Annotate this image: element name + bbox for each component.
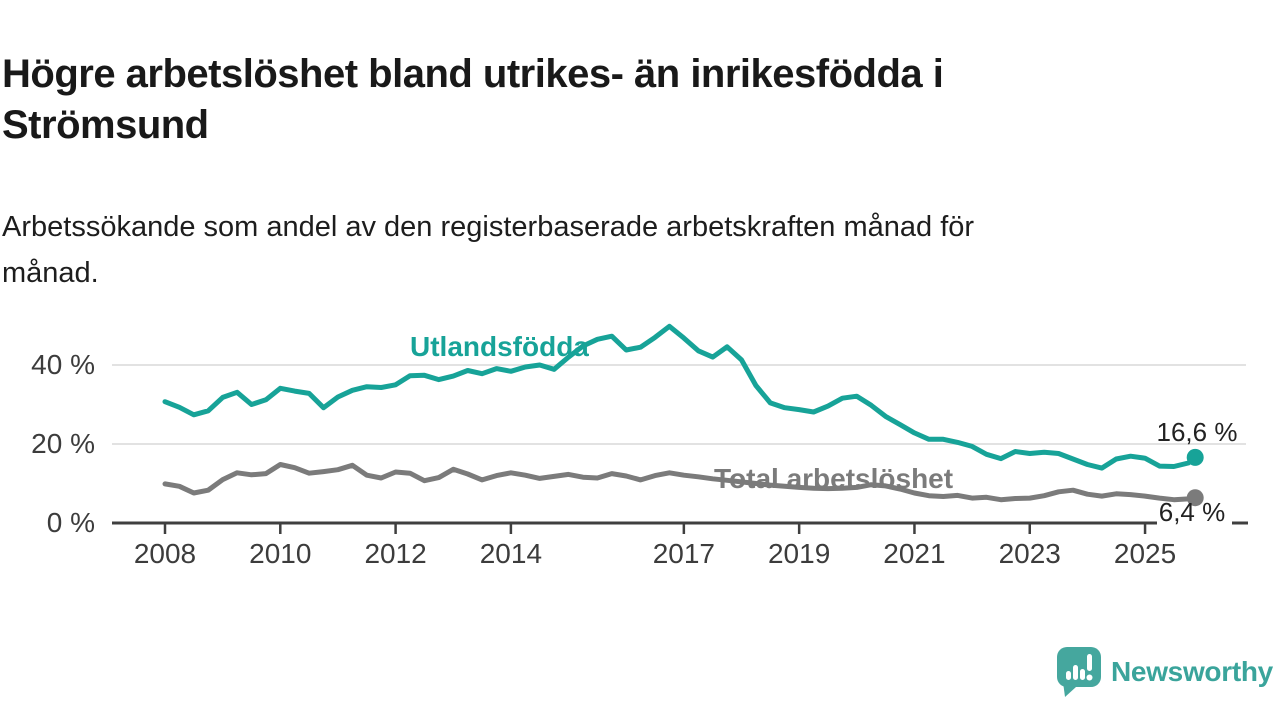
line-1 [162, 462, 1198, 503]
x-axis-label-2023: 2023 [998, 538, 1061, 569]
end-dot-1 [1186, 489, 1204, 507]
newsworthy-logo-icon [1057, 647, 1101, 697]
series-label-total-arbetsloshet: Total arbetslöshet [714, 463, 954, 494]
x-axis-label-2025: 2025 [1113, 538, 1177, 569]
x-axis-label-2014: 2014 [479, 538, 543, 569]
y-axis-label-20: 20 % [31, 428, 95, 459]
y-axis-label-40: 40 % [31, 349, 95, 380]
series-label-utlandsfodda: Utlandsfödda [410, 331, 589, 362]
line-0 [162, 323, 1198, 471]
chart-title: Högre arbetslöshet bland utrikes- än inr… [2, 51, 944, 147]
x-axis-label-2019: 2019 [767, 538, 831, 569]
chart-subtitle: Arbetssökande som andel av den registerb… [2, 211, 975, 289]
x-axis-label-2017: 2017 [652, 538, 715, 569]
end-dot-0 [1186, 448, 1204, 466]
x-axis-label-2010: 2010 [249, 538, 312, 569]
x-axis-label-2008: 2008 [133, 538, 197, 569]
end-value-label-total: 6,4 % [1158, 497, 1226, 527]
x-axis-label-2021: 2021 [883, 538, 946, 569]
end-value-label-utlandsfodda: 16,6 % [1156, 417, 1238, 447]
newsworthy-logo: Newsworthy [1056, 646, 1273, 698]
x-axis-label-2012: 2012 [364, 538, 427, 569]
newsworthy-logo-text: Newsworthy [1111, 656, 1273, 687]
y-axis-label-0: 0 % [46, 507, 95, 538]
